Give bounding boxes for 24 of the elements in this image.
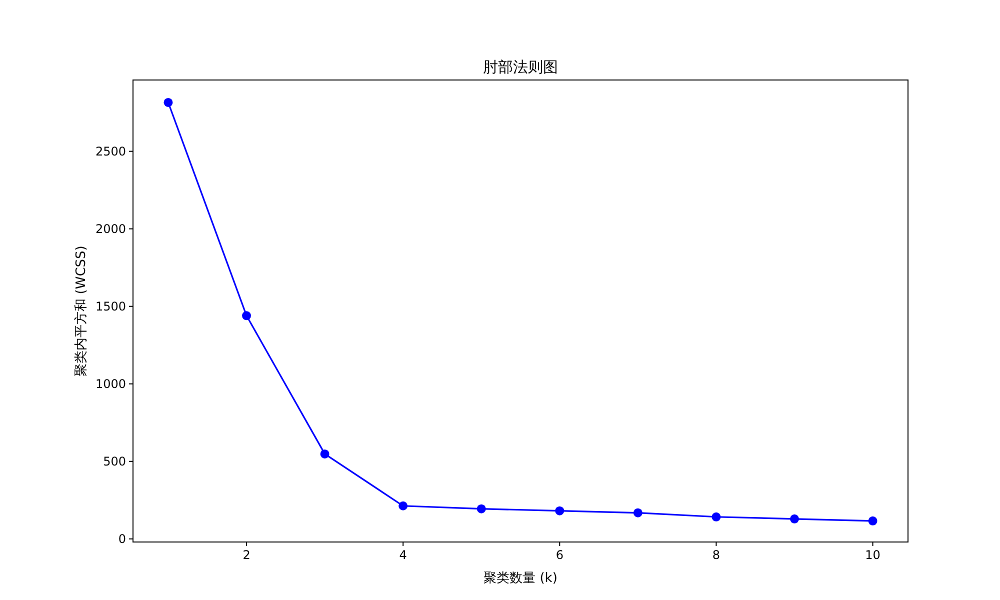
point	[242, 311, 252, 320]
x-axis-title: 聚类数量 (k)	[484, 571, 558, 586]
point	[712, 512, 721, 522]
y-axis-title: 聚类内平方和 (WCSS)	[73, 246, 89, 376]
y-tick-label: 1000	[95, 377, 126, 392]
point	[868, 516, 878, 526]
x-tick-label: 4	[399, 548, 407, 562]
y-tick-label: 2000	[95, 222, 126, 236]
y-tick-label: 2500	[95, 144, 126, 159]
point	[790, 514, 799, 524]
x-tick-label: 10	[865, 548, 880, 562]
y-tick-label: 500	[103, 454, 126, 469]
point	[633, 508, 642, 518]
point	[555, 506, 564, 516]
point	[320, 449, 330, 458]
y-tick-label: 0	[118, 532, 126, 546]
y-tick-label: 1500	[95, 300, 126, 314]
point	[164, 98, 173, 107]
chart-title: 肘部法则图	[483, 58, 558, 76]
point	[476, 504, 486, 514]
x-tick-label: 8	[712, 548, 720, 562]
point	[398, 501, 408, 510]
x-tick-label: 6	[556, 548, 564, 562]
x-tick-label: 2	[242, 548, 250, 562]
